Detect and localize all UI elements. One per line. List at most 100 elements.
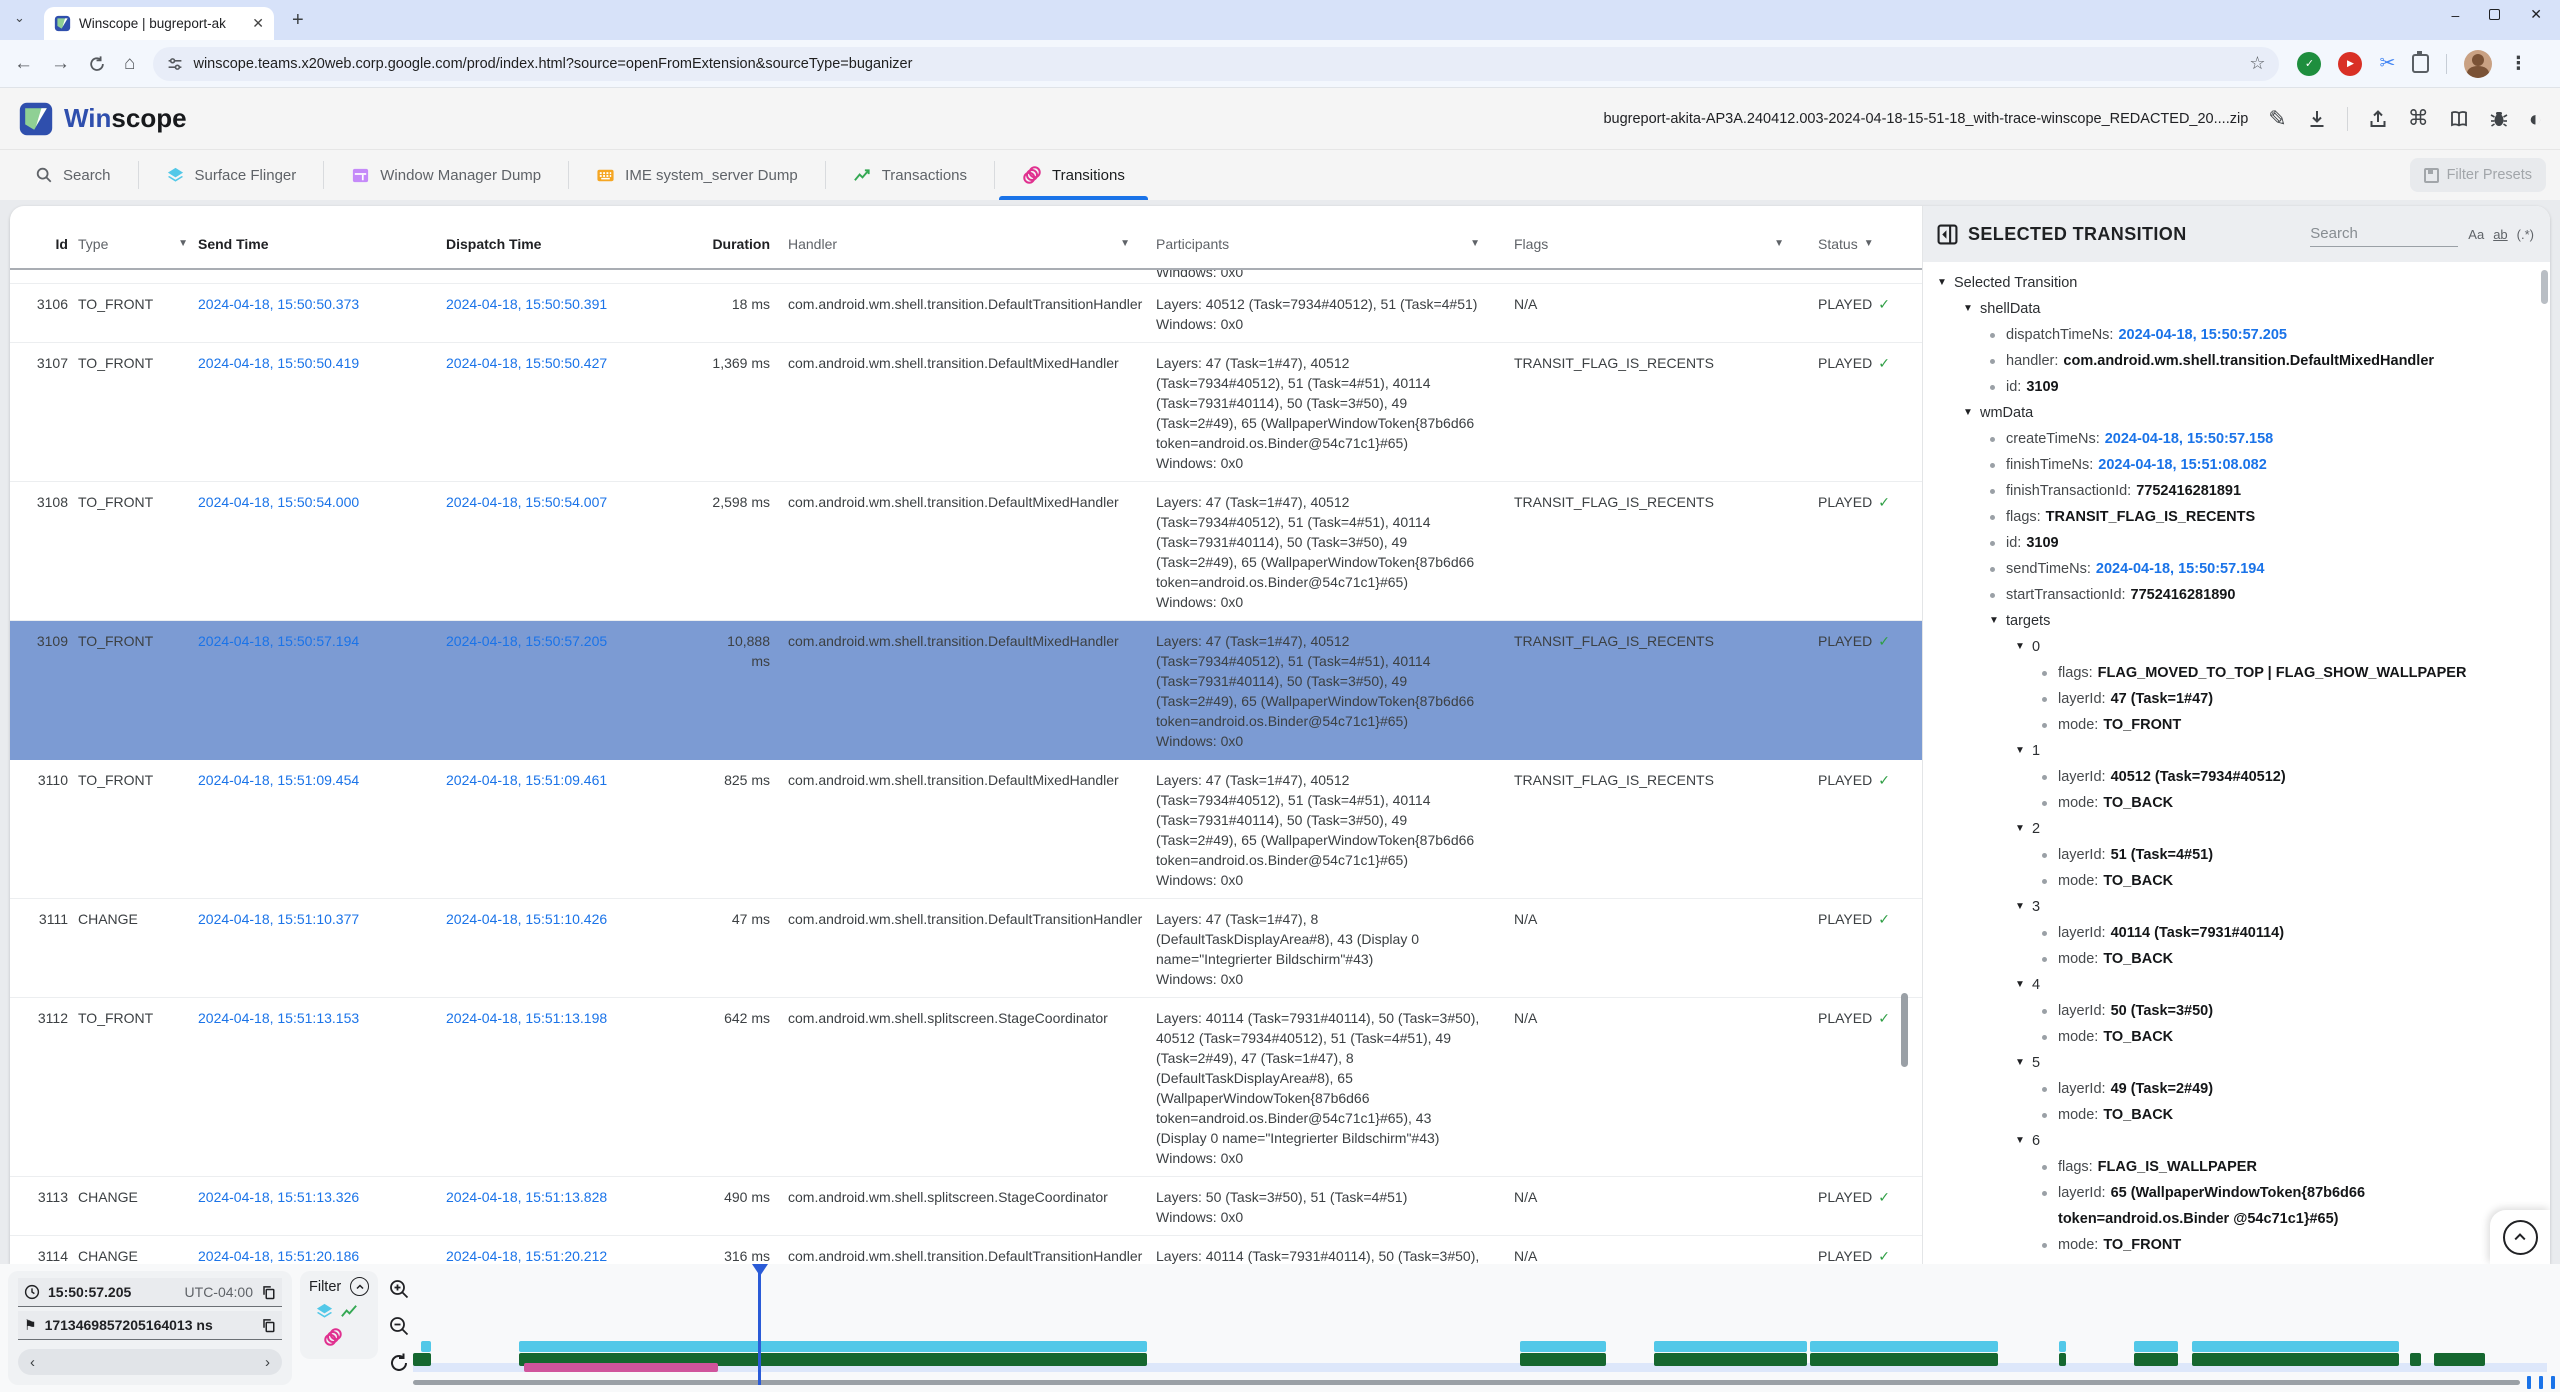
tab-close-icon[interactable]: ✕ bbox=[252, 15, 264, 31]
transitions-filter-icon[interactable] bbox=[323, 1327, 343, 1347]
tree-leaf-finishTransactionId[interactable]: finishTransactionId: 7752416281891 bbox=[1923, 478, 2540, 504]
upload-icon[interactable] bbox=[2368, 109, 2388, 129]
transitions-timeline-segment[interactable] bbox=[524, 1363, 718, 1372]
regex-icon[interactable]: (.*) bbox=[2516, 226, 2534, 242]
scroll-to-top-button[interactable] bbox=[2502, 1219, 2538, 1255]
transactions-timeline-segment[interactable] bbox=[413, 1353, 431, 1366]
surface-flinger-timeline-segment[interactable] bbox=[2134, 1341, 2178, 1352]
table-row-3109[interactable]: 3109 TO_FRONT 2024-04-18, 15:50:57.194 2024… bbox=[10, 621, 1922, 760]
home-icon[interactable]: ⌂ bbox=[124, 53, 136, 74]
timeline-scrollbar-line[interactable] bbox=[413, 1380, 2520, 1385]
column-header-status[interactable]: Status ▼ bbox=[1818, 236, 1874, 252]
cell-dispatch-time[interactable]: 2024-04-18, 15:50:57.205 bbox=[446, 633, 608, 649]
extension-green-check-icon[interactable]: ✓ bbox=[2297, 51, 2322, 76]
surface-flinger-timeline-segment[interactable] bbox=[2192, 1341, 2399, 1352]
tree-leaf-flags[interactable]: flags: TRANSIT_FLAG_IS_RECENTS bbox=[1923, 504, 2540, 530]
tab-ime-system-server-dump[interactable]: IME system_server Dump bbox=[569, 150, 825, 200]
table-row-3111[interactable]: 3111 CHANGE 2024-04-18, 15:51:10.377 2024-0… bbox=[10, 899, 1922, 998]
window-close-button[interactable]: ✕ bbox=[2530, 6, 2542, 22]
cell-send-time[interactable] bbox=[198, 270, 446, 283]
tab-surface-flinger[interactable]: Surface Flinger bbox=[139, 150, 324, 200]
column-header-handler[interactable]: Handler ▼ bbox=[788, 236, 1130, 252]
expand-arrow-icon[interactable]: ▼ bbox=[2015, 823, 2025, 834]
table-row-3108[interactable]: 3108 TO_FRONT 2024-04-18, 15:50:54.000 2024… bbox=[10, 482, 1922, 621]
filter-dropdown-icon[interactable]: ▼ bbox=[1774, 238, 1784, 249]
filter-dropdown-icon[interactable]: ▼ bbox=[1470, 238, 1480, 249]
transactions-timeline-segment[interactable] bbox=[1810, 1353, 1998, 1366]
transactions-timeline-segment[interactable] bbox=[2410, 1353, 2421, 1366]
surface-flinger-timeline-segment[interactable] bbox=[1654, 1341, 1807, 1352]
copy-icon[interactable] bbox=[261, 1318, 276, 1333]
overflow-menu-icon[interactable]: ⋮ bbox=[2509, 53, 2528, 73]
copy-icon[interactable] bbox=[261, 1285, 276, 1300]
tree-node-shelldata[interactable]: ▼ shellData bbox=[1923, 296, 2540, 322]
tree-node-0[interactable]: ▼ 0 bbox=[1923, 634, 2540, 660]
timeline-cursor-handle[interactable] bbox=[751, 1264, 768, 1276]
table-row-3114[interactable]: 3114 CHANGE 2024-04-18, 15:51:20.186 2024-0… bbox=[10, 1236, 1922, 1264]
tree-leaf-layerId[interactable]: layerId: 40114 (Task=7931#40114) bbox=[1923, 920, 2540, 946]
tree-leaf-mode[interactable]: mode: TO_BACK bbox=[1923, 868, 2540, 894]
timeline-canvas[interactable] bbox=[0, 1264, 2560, 1392]
transactions-timeline-segment[interactable] bbox=[2134, 1353, 2178, 1366]
window-minimize-button[interactable]: – bbox=[2451, 6, 2460, 23]
new-tab-button[interactable]: + bbox=[292, 9, 304, 31]
expand-arrow-icon[interactable]: ▼ bbox=[2015, 979, 2025, 990]
zoom-out-icon[interactable] bbox=[388, 1315, 410, 1337]
cell-dispatch-time[interactable]: 2024-04-18, 15:51:10.426 bbox=[446, 911, 608, 927]
tree-node-wmdata[interactable]: ▼ wmData bbox=[1923, 400, 2540, 426]
match-word-icon[interactable]: ab bbox=[2493, 226, 2508, 242]
extension-red-play-icon[interactable]: ▶ bbox=[2338, 51, 2363, 76]
bookmark-star-icon[interactable]: ☆ bbox=[2249, 53, 2266, 73]
profile-avatar[interactable] bbox=[2464, 49, 2493, 78]
tree-leaf-mode[interactable]: mode: TO_BACK bbox=[1923, 1102, 2540, 1128]
trace-filter-chip[interactable]: Filter bbox=[300, 1271, 378, 1359]
tree-leaf-dispatchTimeNs[interactable]: dispatchTimeNs: 2024-04-18, 15:50:57.205 bbox=[1923, 322, 2540, 348]
tree-node-4[interactable]: ▼ 4 bbox=[1923, 972, 2540, 998]
table-row-3106[interactable]: 3106 TO_FRONT 2024-04-18, 15:50:50.373 2024… bbox=[10, 284, 1922, 343]
table-row-3113[interactable]: 3113 CHANGE 2024-04-18, 15:51:13.326 2024-0… bbox=[10, 1177, 1922, 1236]
zoom-in-icon[interactable] bbox=[388, 1278, 410, 1300]
cell-send-time[interactable]: 2024-04-18, 15:50:50.373 bbox=[198, 296, 360, 312]
tab-transactions[interactable]: Transactions bbox=[826, 150, 994, 200]
timeline-cursor[interactable] bbox=[758, 1268, 761, 1385]
chevron-left-icon[interactable]: ‹ bbox=[30, 1353, 35, 1371]
browser-tab[interactable]: Winscope | bugreport-ak ✕ bbox=[44, 7, 274, 40]
table-row-partial[interactable]: Windows: 0x0 bbox=[10, 270, 1922, 284]
tree-node-6[interactable]: ▼ 6 bbox=[1923, 1128, 2540, 1154]
filter-dropdown-icon[interactable]: ▼ bbox=[1863, 238, 1874, 249]
ns-time-field[interactable]: ⚑ 1713469857205164013 ns bbox=[18, 1311, 282, 1340]
panel-vertical-scrollbar[interactable] bbox=[2541, 270, 2548, 304]
tree-node-targets[interactable]: ▼ targets bbox=[1923, 608, 2540, 634]
properties-search-input[interactable]: Search bbox=[2310, 221, 2459, 247]
transactions-timeline-segment[interactable] bbox=[1520, 1353, 1606, 1366]
tree-leaf-type[interactable]: type:TO_FRONT bbox=[1923, 1258, 2540, 1264]
scissors-extension-icon[interactable]: ✂ bbox=[2379, 53, 2396, 74]
cell-send-time[interactable]: 2024-04-18, 15:51:10.377 bbox=[198, 911, 360, 927]
url-text[interactable]: winscope.teams.x20web.corp.google.com/pr… bbox=[193, 55, 913, 72]
surface-flinger-timeline-segment[interactable] bbox=[1810, 1341, 1998, 1352]
cell-dispatch-time[interactable]: 2024-04-18, 15:51:13.198 bbox=[446, 1010, 608, 1026]
table-row-3112[interactable]: 3112 TO_FRONT 2024-04-18, 15:51:13.153 2024… bbox=[10, 998, 1922, 1177]
tree-leaf-flags[interactable]: flags: FLAG_IS_WALLPAPER bbox=[1923, 1154, 2540, 1180]
tree-node-1[interactable]: ▼ 1 bbox=[1923, 738, 2540, 764]
tree-leaf-layerId[interactable]: layerId: 47 (Task=1#47) bbox=[1923, 686, 2540, 712]
tab-transitions[interactable]: Transitions bbox=[995, 150, 1152, 200]
tree-node-2[interactable]: ▼ 2 bbox=[1923, 816, 2540, 842]
expand-arrow-icon[interactable]: ▼ bbox=[2015, 1057, 2025, 1068]
dark-mode-contrast-icon[interactable]: ◐ bbox=[2528, 105, 2542, 131]
edit-pencil-icon[interactable]: ✎ bbox=[2268, 105, 2287, 131]
filter-dropdown-icon[interactable]: ▼ bbox=[178, 238, 188, 249]
column-header-flags[interactable]: Flags ▼ bbox=[1514, 236, 1784, 252]
table-row-3110[interactable]: 3110 TO_FRONT 2024-04-18, 15:51:09.454 2024… bbox=[10, 760, 1922, 899]
tree-leaf-finishTimeNs[interactable]: finishTimeNs: 2024-04-18, 15:51:08.082 bbox=[1923, 452, 2540, 478]
cell-dispatch-time[interactable]: 2024-04-18, 15:50:54.007 bbox=[446, 494, 608, 510]
tree-leaf-flags[interactable]: flags: FLAG_MOVED_TO_TOP | FLAG_SHOW_WALL… bbox=[1923, 660, 2540, 686]
cell-send-time[interactable]: 2024-04-18, 15:50:50.419 bbox=[198, 355, 360, 371]
cell-dispatch-time[interactable]: 2024-04-18, 15:51:09.461 bbox=[446, 772, 608, 788]
cell-send-time[interactable]: 2024-04-18, 15:50:57.194 bbox=[198, 633, 360, 649]
transactions-timeline-segment[interactable] bbox=[1654, 1353, 1807, 1366]
tab-window-manager-dump[interactable]: Window Manager Dump bbox=[324, 150, 568, 200]
tree-node-3[interactable]: ▼ 3 bbox=[1923, 894, 2540, 920]
column-header-participants[interactable]: Participants ▼ bbox=[1156, 236, 1480, 252]
tree-leaf-mode[interactable]: mode: TO_BACK bbox=[1923, 946, 2540, 972]
